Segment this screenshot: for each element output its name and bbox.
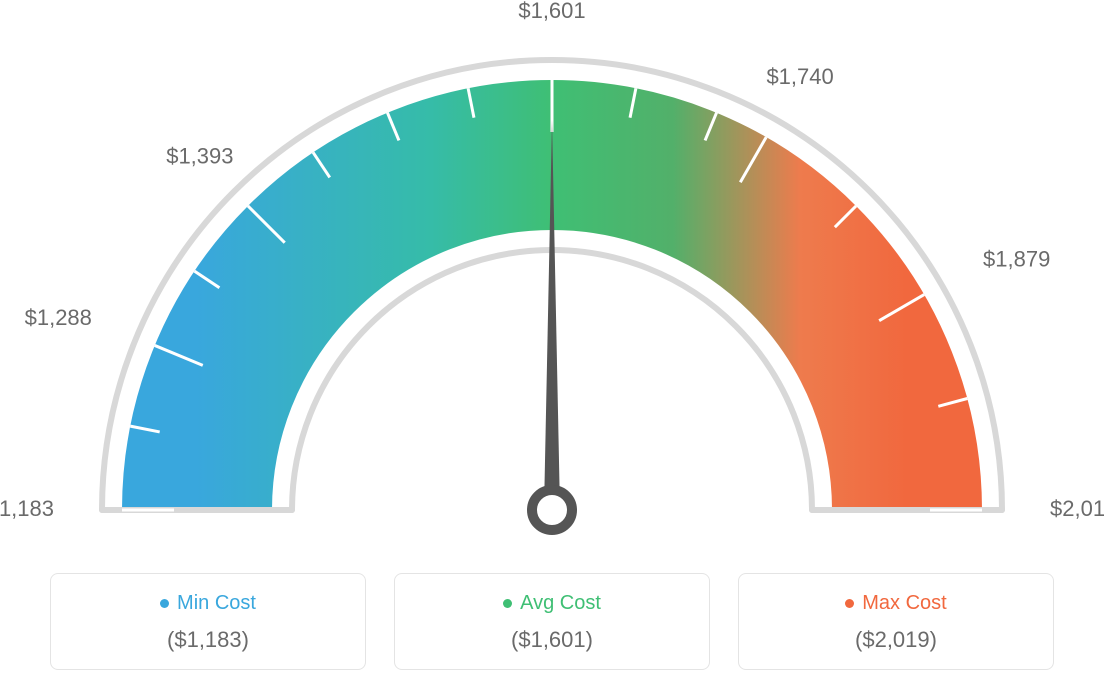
summary-cards: Min Cost ($1,183) Avg Cost ($1,601) Max … xyxy=(50,573,1054,670)
svg-text:$1,601: $1,601 xyxy=(518,0,585,23)
svg-text:$1,740: $1,740 xyxy=(766,64,833,89)
svg-text:$1,879: $1,879 xyxy=(983,246,1050,271)
max-cost-value: ($2,019) xyxy=(749,627,1043,653)
avg-cost-card: Avg Cost ($1,601) xyxy=(394,573,710,670)
avg-cost-value: ($1,601) xyxy=(405,627,699,653)
svg-text:$1,183: $1,183 xyxy=(0,496,54,521)
min-cost-label: Min Cost xyxy=(177,592,256,615)
gauge-svg: $1,183 $1,288 $1,393 $1,601 $1,740 $1,879 $2,0… xyxy=(0,0,1104,560)
svg-text:$1,393: $1,393 xyxy=(166,144,233,169)
svg-text:$1,288: $1,288 xyxy=(25,305,92,330)
min-cost-value: ($1,183) xyxy=(61,627,355,653)
min-cost-dot xyxy=(160,599,169,608)
avg-cost-title: Avg Cost xyxy=(503,592,601,615)
avg-cost-label: Avg Cost xyxy=(520,592,601,615)
gauge-area: $1,183 $1,288 $1,393 $1,601 $1,740 $1,879 $2,0… xyxy=(0,0,1104,560)
max-cost-card: Max Cost ($2,019) xyxy=(738,573,1054,670)
gauge-chart-container: $1,183 $1,288 $1,393 $1,601 $1,740 $1,879 $2,0… xyxy=(0,0,1104,690)
avg-cost-dot xyxy=(503,599,512,608)
svg-text:$2,019: $2,019 xyxy=(1050,496,1104,521)
min-cost-card: Min Cost ($1,183) xyxy=(50,573,366,670)
max-cost-dot xyxy=(845,599,854,608)
max-cost-label: Max Cost xyxy=(862,592,946,615)
max-cost-title: Max Cost xyxy=(845,592,946,615)
min-cost-title: Min Cost xyxy=(160,592,256,615)
